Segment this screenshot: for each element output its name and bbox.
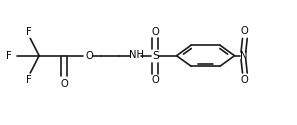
Text: O: O xyxy=(241,26,249,36)
Text: O: O xyxy=(241,75,249,85)
Text: O: O xyxy=(85,51,93,61)
Text: NH: NH xyxy=(129,50,144,60)
Text: O: O xyxy=(151,27,159,37)
Text: S: S xyxy=(152,51,159,61)
Text: N: N xyxy=(240,51,247,61)
Text: O: O xyxy=(60,79,68,89)
Text: F: F xyxy=(6,51,12,61)
Text: O: O xyxy=(151,75,159,85)
Text: F: F xyxy=(26,75,32,85)
Text: F: F xyxy=(26,27,32,37)
